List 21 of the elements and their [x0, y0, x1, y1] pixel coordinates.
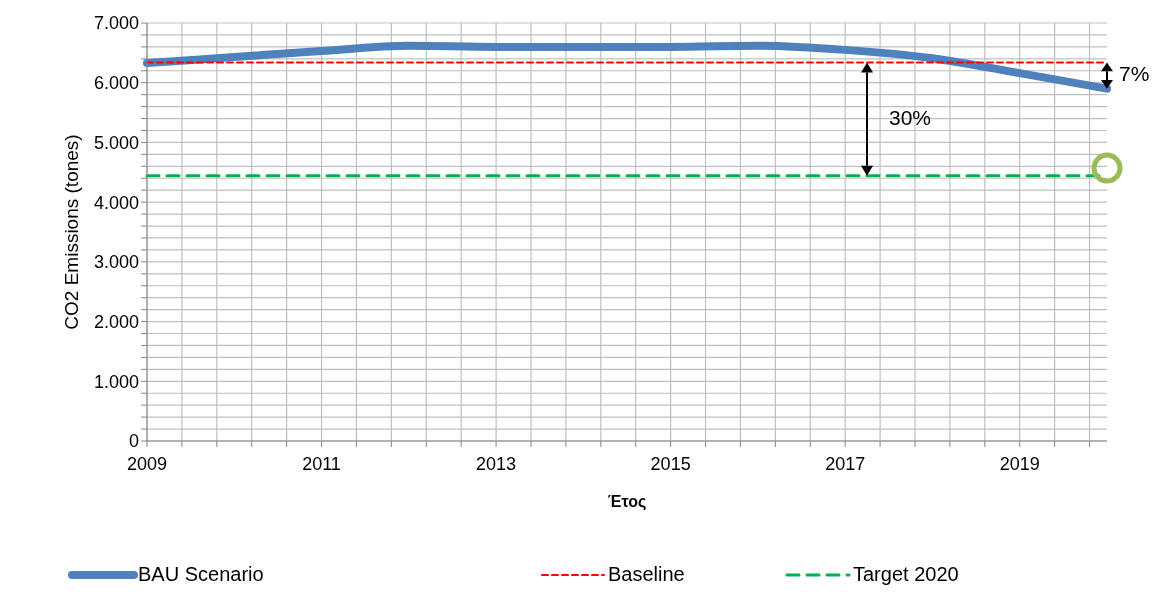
- x-tick-label: 2009: [126, 453, 168, 474]
- legend-label: Target 2020: [853, 563, 959, 586]
- y-tick-label: 7.000: [93, 13, 139, 34]
- x-tick-label: 2017: [825, 453, 866, 474]
- legend-label: BAU Scenario: [138, 563, 264, 586]
- annotation: 30%: [889, 105, 932, 129]
- y-axis-title: CO2 Emissions (tones): [60, 134, 82, 330]
- x-tick-label: 2013: [476, 453, 517, 474]
- y-tick-label: 4.000: [93, 192, 139, 213]
- x-tick-label: 2011: [302, 453, 341, 474]
- y-tick-label: 1.000: [93, 371, 139, 392]
- x-tick-label: 2015: [650, 453, 691, 474]
- y-tick-label: 0: [128, 431, 139, 452]
- y-tick-label: 3.000: [93, 252, 139, 273]
- x-tick-label: 2019: [999, 453, 1040, 474]
- y-tick-label: 6.000: [93, 73, 139, 94]
- text: 7%: [1119, 62, 1150, 86]
- y-tick-label: 2.000: [93, 311, 139, 332]
- legend-label: Baseline: [608, 563, 685, 586]
- y-tick-label: 5.000: [93, 132, 139, 153]
- x-axis-title: Έτος: [607, 493, 647, 511]
